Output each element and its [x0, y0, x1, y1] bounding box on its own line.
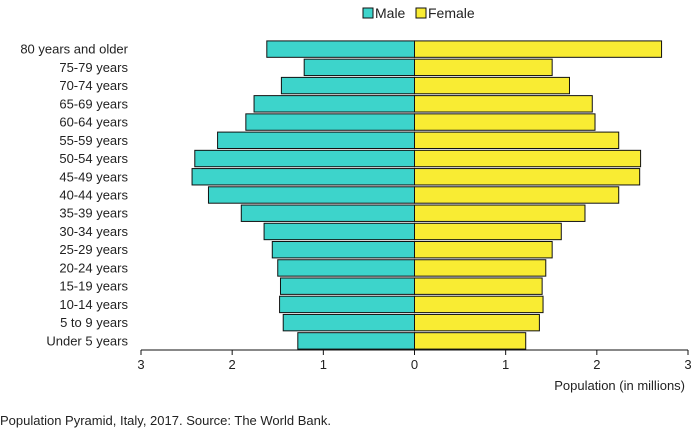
bar-male-55-59-years: [217, 131, 415, 149]
legend: Male Female: [362, 5, 475, 21]
category-label-25-29-years: 25-29 years: [59, 242, 128, 257]
bar-female-under-5-years: [414, 332, 527, 350]
bar-male-80-years-and-older: [266, 40, 415, 58]
legend-label-male: Male: [375, 5, 406, 21]
x-tick-label: 2: [229, 357, 236, 372]
category-label-35-39-years: 35-39 years: [59, 206, 128, 221]
bar-male-30-34-years: [263, 222, 416, 241]
category-label-70-74-years: 70-74 years: [59, 78, 128, 93]
x-tick-label: 3: [137, 357, 144, 372]
bar-female-40-44-years: [414, 186, 620, 204]
category-label-75-79-years: 75-79 years: [59, 60, 128, 75]
bar-male-60-64-years: [245, 113, 415, 131]
bar-male-70-74-years: [280, 76, 415, 95]
category-label-10-14-years: 10-14 years: [59, 297, 128, 312]
category-label-55-59-years: 55-59 years: [59, 133, 128, 148]
bar-male-35-39-years: [240, 204, 415, 222]
category-label-50-54-years: 50-54 years: [59, 151, 128, 166]
bar-female-5-to-9-years: [414, 313, 540, 332]
bar-female-45-49-years: [414, 168, 641, 186]
bar-female-60-64-years: [414, 113, 596, 131]
bar-female-20-24-years: [414, 259, 547, 277]
x-tick-label: 2: [593, 357, 600, 372]
x-axis: 3 2 1 0 1 2 3: [137, 349, 692, 372]
bar-male-20-24-years: [277, 259, 415, 277]
bar-male-15-19-years: [279, 277, 415, 295]
x-tick-label: 1: [502, 357, 509, 372]
x-tick-label: 1: [320, 357, 327, 372]
category-label-80-years-and-older: 80 years and older: [20, 42, 128, 57]
category-label-60-64-years: 60-64 years: [59, 115, 128, 130]
bar-female-30-34-years: [414, 222, 562, 241]
bar-female-50-54-years: [414, 149, 642, 168]
female-bars: [414, 40, 663, 350]
bar-male-5-to-9-years: [282, 313, 415, 332]
legend-label-female: Female: [428, 5, 475, 21]
bar-male-10-14-years: [279, 295, 415, 314]
category-label-15-19-years: 15-19 years: [59, 279, 128, 294]
x-tick-label: 0: [411, 357, 418, 372]
bar-female-75-79-years: [414, 58, 553, 77]
x-axis-title: Population (in millions): [554, 378, 685, 393]
male-bars: [191, 40, 416, 350]
bar-female-15-19-years: [414, 277, 543, 295]
bar-female-55-59-years: [414, 131, 620, 149]
x-tick-label: 3: [684, 357, 691, 372]
bar-female-35-39-years: [414, 204, 586, 222]
bar-female-25-29-years: [414, 241, 553, 259]
legend-swatch-male: [362, 7, 374, 19]
category-label-5-to-9-years: 5 to 9 years: [60, 315, 128, 330]
bar-male-75-79-years: [303, 58, 415, 77]
bar-male-under-5-years: [297, 332, 416, 350]
bar-female-10-14-years: [414, 295, 544, 314]
category-label-30-34-years: 30-34 years: [59, 224, 128, 239]
bar-female-65-69-years: [414, 95, 593, 113]
category-label-under-5-years: Under 5 years: [46, 333, 128, 348]
category-label-40-44-years: 40-44 years: [59, 188, 128, 203]
category-label-45-49-years: 45-49 years: [59, 169, 128, 184]
bar-male-40-44-years: [207, 186, 415, 204]
bar-female-80-years-and-older: [414, 40, 663, 58]
category-label-20-24-years: 20-24 years: [59, 260, 128, 275]
bar-male-50-54-years: [194, 149, 415, 168]
bar-male-65-69-years: [253, 95, 415, 113]
bar-male-45-49-years: [191, 168, 415, 186]
category-label-65-69-years: 65-69 years: [59, 96, 128, 111]
legend-swatch-female: [415, 7, 427, 19]
bar-male-25-29-years: [271, 241, 415, 259]
category-labels: 80 years and older 75-79 years 70-74 years…: [20, 42, 128, 349]
chart-caption: Population Pyramid, Italy, 2017. Source:…: [0, 413, 331, 428]
population-pyramid-chart: Male Female 80 years and older 75-79 years…: [20, 5, 692, 393]
bar-female-70-74-years: [414, 76, 570, 95]
